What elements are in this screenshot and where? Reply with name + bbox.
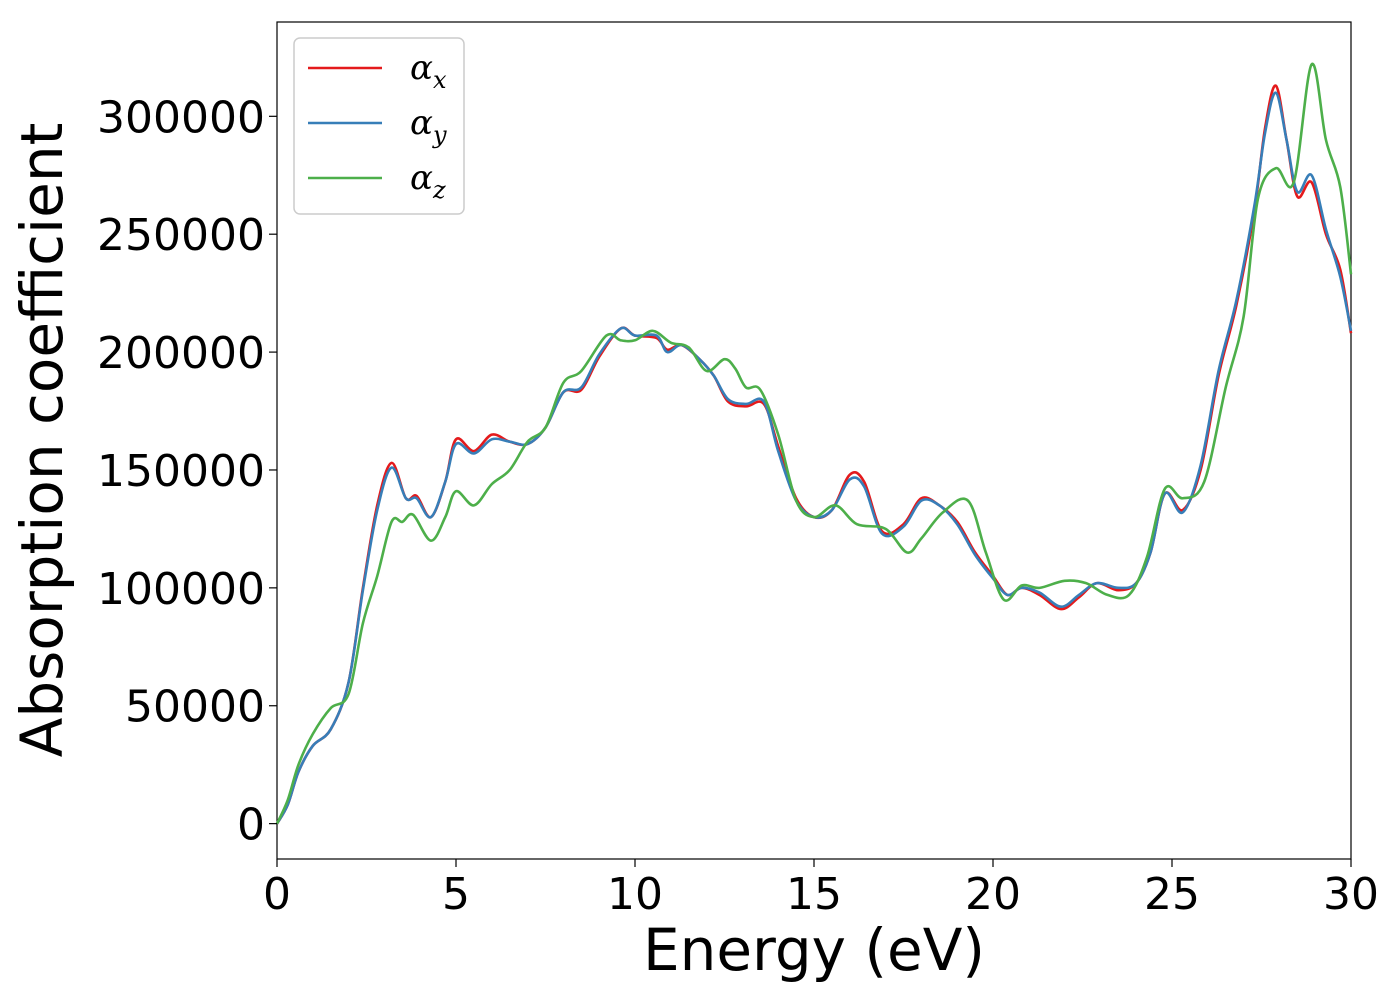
x-axis-title: Energy (eV) xyxy=(643,916,985,984)
x-tick-label: 15 xyxy=(786,869,842,920)
y-tick-label: 0 xyxy=(237,800,265,851)
legend-subscript-z: z xyxy=(432,176,446,204)
y-tick-label: 150000 xyxy=(97,446,265,497)
y-tick-label: 100000 xyxy=(97,564,265,615)
x-axis-ticks: 0 5 10 15 20 25 30 xyxy=(263,859,1379,920)
y-tick-label: 250000 xyxy=(97,210,265,261)
y-tick-label: 200000 xyxy=(97,328,265,379)
x-tick-label: 20 xyxy=(965,869,1021,920)
legend-box xyxy=(293,37,465,215)
series-lines xyxy=(275,62,1353,825)
legend-subscript-y: y xyxy=(432,121,447,149)
y-tick-label: 300000 xyxy=(97,92,265,143)
x-tick-label: 5 xyxy=(442,869,470,920)
legend-subscript-x: x xyxy=(433,66,447,94)
series-line-z xyxy=(275,62,1353,825)
x-tick-label: 0 xyxy=(263,869,291,920)
y-axis-title: Absorption coefficient xyxy=(8,123,76,758)
x-tick-label: 25 xyxy=(1144,869,1200,920)
y-tick-label: 50000 xyxy=(125,682,265,733)
x-tick-label: 30 xyxy=(1323,869,1379,920)
y-axis-ticks: 0 50000 100000 150000 200000 250000 300000 xyxy=(97,92,277,851)
x-tick-label: 10 xyxy=(607,869,663,920)
